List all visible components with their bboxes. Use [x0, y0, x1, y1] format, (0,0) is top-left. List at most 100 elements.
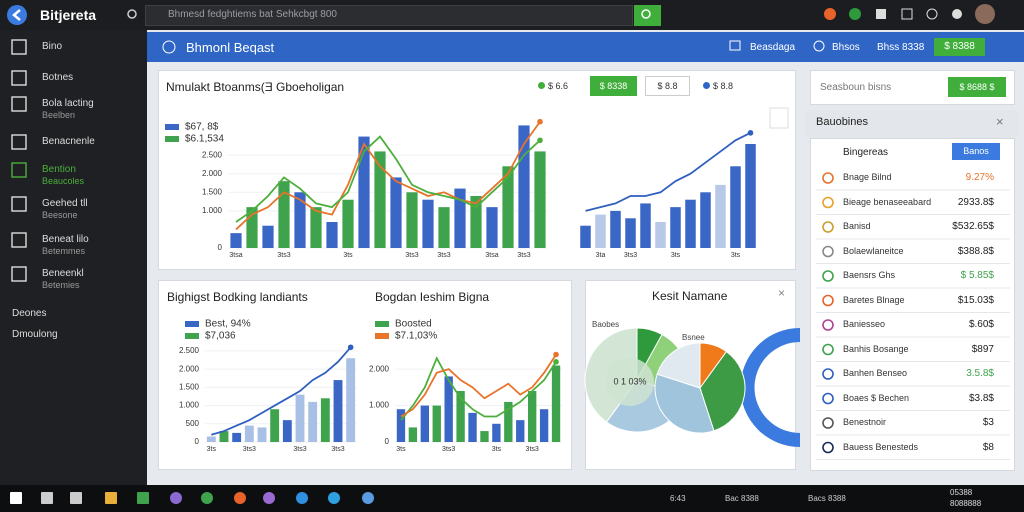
app-icon[interactable]	[952, 9, 962, 19]
line	[211, 346, 352, 436]
line	[235, 121, 541, 231]
search-button[interactable]	[634, 5, 661, 26]
taskbar-icon	[263, 492, 275, 504]
x-tick-label: 3ts	[207, 446, 217, 453]
list-button[interactable]: Banos	[952, 143, 1000, 160]
app-icon[interactable]	[901, 8, 913, 20]
x-tick-label: 3ts3	[624, 252, 637, 259]
bar	[295, 394, 305, 442]
y-tick-label: 1.000	[202, 206, 223, 215]
x-tick-label: 3ts3	[526, 446, 539, 453]
taskbar-icon	[201, 492, 213, 504]
header-bar	[147, 32, 1024, 62]
button[interactable]: $ 8338	[590, 76, 637, 96]
line-end	[537, 137, 543, 144]
x-tick-label: 3ts3	[517, 252, 530, 259]
button[interactable]: $ 8.8	[645, 76, 690, 96]
clock-date: 8088888	[950, 499, 982, 508]
legend-swatch	[375, 333, 389, 339]
bar	[486, 207, 498, 248]
bar	[640, 203, 651, 248]
button[interactable]: $ 6.6	[548, 81, 569, 91]
y-tick-label: 1.000	[369, 401, 390, 410]
legend-swatch	[185, 321, 199, 327]
legend-label: Best, 94%	[205, 319, 251, 330]
pie-label: Baobes	[592, 320, 620, 329]
row-icon	[822, 392, 834, 405]
row-label: Bnage Bilnd	[843, 172, 892, 182]
dot	[703, 82, 710, 89]
row-value: $388.8$	[957, 245, 994, 257]
x-tick-label: 3ts	[731, 252, 741, 259]
bar	[730, 166, 741, 248]
bar	[432, 405, 441, 442]
row-value: $8	[982, 441, 994, 453]
header-link[interactable]: Bhsos	[832, 42, 860, 53]
tray-text: Bac 8388	[725, 494, 759, 503]
sidebar-icon	[11, 232, 27, 248]
pie-slice	[654, 373, 715, 434]
taskbar-icon	[296, 492, 308, 504]
close[interactable]: ×	[996, 114, 1004, 129]
x-tick-label: 3ts3	[437, 252, 450, 259]
app-icon[interactable]	[824, 8, 836, 20]
app-icon[interactable]	[849, 8, 861, 20]
row-label: Banhis Bosange	[843, 343, 909, 354]
y-tick-label: 1.000	[179, 401, 200, 410]
search-icon	[641, 9, 651, 19]
row-icon	[822, 172, 834, 184]
header-link[interactable]: Beasdaga	[750, 42, 796, 53]
tray-text: 6:43	[670, 494, 686, 503]
pie-slice	[699, 350, 746, 432]
taskbar-icon	[105, 492, 117, 504]
app-icon[interactable]	[876, 9, 886, 19]
y-tick-label: 2.000	[202, 169, 223, 178]
line-end	[347, 344, 354, 351]
bar	[685, 199, 696, 248]
x-tick-label: 3ts	[492, 446, 502, 453]
y-tick-label: 0	[218, 243, 223, 252]
sidebar-item: Bention	[42, 164, 76, 175]
chart-title: Bogdan Ieshim Bigna	[375, 290, 490, 304]
legend-label: $67, 8$	[185, 122, 219, 133]
right-button[interactable]: $ 8688 $	[948, 77, 1006, 97]
taskbar-icon	[234, 492, 246, 504]
bar	[270, 409, 280, 442]
legend-label: $7,036	[205, 331, 236, 342]
header-title: Bhmonl Beqast	[186, 40, 275, 55]
sidebar	[0, 30, 147, 485]
logo[interactable]	[7, 5, 27, 25]
app-icon[interactable]	[926, 8, 938, 20]
line	[400, 356, 557, 421]
legend-label: $6.1,534	[185, 134, 224, 145]
bar	[244, 425, 254, 442]
bar	[551, 365, 561, 442]
bar	[257, 427, 267, 442]
row-label: Bauess Benesteds	[843, 441, 919, 452]
bar	[539, 409, 549, 442]
close[interactable]: ×	[778, 286, 786, 300]
header-button[interactable]: $ 8388	[934, 38, 985, 56]
right-search-text[interactable]: Seasboun bisns	[820, 82, 892, 93]
x-tick-label: 3tsa	[229, 252, 242, 259]
legend-swatch	[375, 321, 389, 327]
y-tick-label: 500	[186, 419, 200, 428]
search-box[interactable]	[145, 5, 633, 26]
avatar[interactable]	[975, 4, 995, 24]
line	[585, 132, 751, 212]
taskbar-icon	[170, 492, 182, 504]
menu-icon[interactable]	[769, 107, 789, 129]
button[interactable]: $ 8.8	[713, 81, 734, 91]
y-tick-label: 0	[195, 437, 200, 446]
sidebar-icon	[11, 39, 27, 55]
row-value: 2933.8$	[957, 196, 994, 208]
list-panel	[810, 138, 1015, 471]
row-value: $3.8$	[968, 392, 994, 404]
row-icon	[822, 270, 834, 282]
bar	[346, 358, 356, 442]
row-label: Baensrs Ghs	[843, 270, 896, 280]
bar	[326, 222, 338, 248]
bar	[230, 233, 242, 248]
bar	[308, 401, 318, 442]
